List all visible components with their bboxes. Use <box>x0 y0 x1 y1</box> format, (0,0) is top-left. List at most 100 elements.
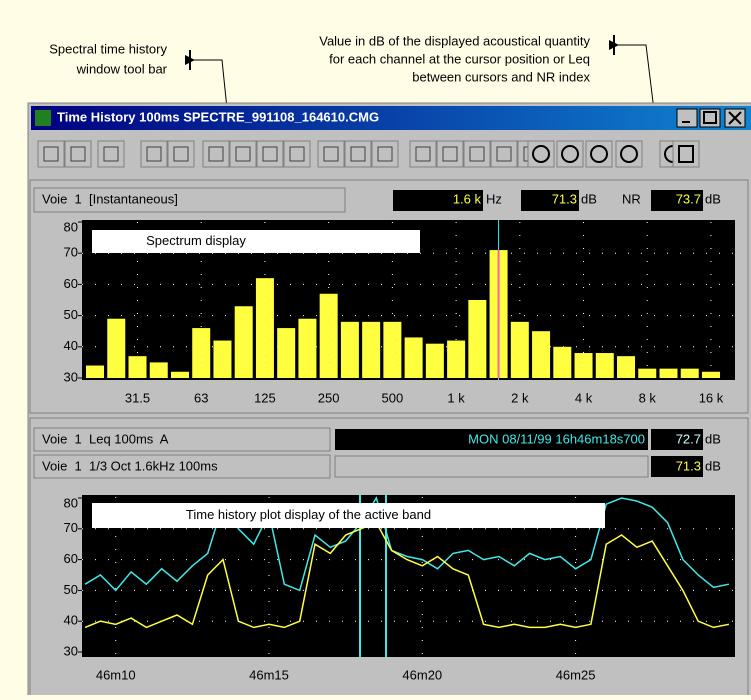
toolbar-button[interactable] <box>409 140 437 168</box>
x-tick-label: 125 <box>254 390 276 405</box>
toolbar-button[interactable] <box>672 140 700 168</box>
toolbar-button[interactable] <box>229 140 257 168</box>
icon <box>678 145 694 163</box>
x-tick-label: 46m25 <box>556 667 596 682</box>
button-face <box>490 140 518 168</box>
toolbar-button[interactable] <box>344 140 372 168</box>
toolbar-button[interactable] <box>202 140 230 168</box>
button-face <box>585 140 613 168</box>
bar <box>107 318 126 378</box>
button-face <box>344 140 372 168</box>
icon <box>146 146 162 162</box>
toolbar-button[interactable] <box>167 140 195 168</box>
icon <box>70 146 86 162</box>
toolbar-button[interactable] <box>64 140 92 168</box>
label-box <box>33 454 331 479</box>
label-box <box>33 427 331 452</box>
icon <box>728 111 742 125</box>
icon <box>173 146 189 162</box>
button-face <box>283 140 311 168</box>
plot-note <box>92 503 605 528</box>
bar <box>192 328 211 378</box>
series-line <box>84 496 730 592</box>
x-tick-label: 16 k <box>699 390 724 405</box>
unit: dB <box>581 191 597 206</box>
unit: dB <box>705 458 721 473</box>
button-face <box>97 140 125 168</box>
bar <box>213 340 232 378</box>
readout-value: 73.7 <box>676 191 701 206</box>
readout <box>651 429 703 450</box>
button-face <box>140 140 168 168</box>
toolbar-button[interactable] <box>527 140 555 168</box>
bar <box>319 293 338 378</box>
toolbar-button[interactable] <box>556 140 584 168</box>
toolbar-button[interactable] <box>371 140 399 168</box>
bar <box>149 362 168 378</box>
button-face <box>556 140 584 168</box>
button-face <box>672 140 700 168</box>
icon <box>620 145 638 163</box>
button-face <box>317 140 345 168</box>
toolbar-button[interactable] <box>436 140 464 168</box>
y-tick-label: 60 <box>64 551 78 566</box>
bar <box>617 356 636 378</box>
y-tick-label: 80 <box>64 219 78 234</box>
annotation: Spectral time history <box>49 41 167 56</box>
y-tick-label: 40 <box>64 338 78 353</box>
plot-lines <box>84 496 730 629</box>
toolbar-button[interactable] <box>256 140 284 168</box>
toolbar-button[interactable] <box>140 140 168 168</box>
button-face <box>615 140 643 168</box>
toolbar-button[interactable] <box>463 140 491 168</box>
toolbar-button[interactable] <box>97 140 125 168</box>
x-tick-label: 46m10 <box>96 667 136 682</box>
button-face <box>527 140 555 168</box>
x-tick-label: 2 k <box>511 390 529 405</box>
toolbar-button[interactable] <box>490 140 518 168</box>
icon <box>323 146 339 162</box>
x-tick-label: 4 k <box>575 390 593 405</box>
window-buttons <box>676 108 746 128</box>
toolbar-button[interactable] <box>317 140 345 168</box>
y-tick-label: 70 <box>64 520 78 535</box>
bar <box>277 328 296 378</box>
y-tick-label: 40 <box>64 613 78 628</box>
bar <box>701 371 720 378</box>
series-label: Voie 1 1/3 Oct 1.6kHz 100ms <box>42 458 218 473</box>
bar <box>595 353 614 378</box>
bar <box>425 343 444 378</box>
icon <box>442 146 458 162</box>
minimize-button[interactable] <box>676 108 698 128</box>
icon <box>469 146 485 162</box>
toolbar-button[interactable] <box>37 140 65 168</box>
x-tick-label: 250 <box>318 390 340 405</box>
x-tick-label: 46m20 <box>402 667 442 682</box>
icon <box>103 146 119 162</box>
button-face <box>409 140 437 168</box>
bar <box>128 356 147 378</box>
button-face <box>167 140 195 168</box>
x-tick-label: 1 k <box>447 390 465 405</box>
x-tick-label: 31.5 <box>125 390 150 405</box>
button-face <box>436 140 464 168</box>
y-tick-label: 50 <box>64 582 78 597</box>
readout-value: 72.7 <box>676 431 701 446</box>
nr-label: NR <box>622 191 641 206</box>
y-tick-label: 30 <box>64 643 78 658</box>
toolbar-button[interactable] <box>283 140 311 168</box>
toolbar-button[interactable] <box>585 140 613 168</box>
app-icon <box>35 110 51 126</box>
readout <box>335 429 648 450</box>
y-tick-label: 80 <box>64 495 78 510</box>
button-face <box>64 140 92 168</box>
y-tick-label: 60 <box>64 276 78 291</box>
button-face <box>229 140 257 168</box>
y-tick-label: 70 <box>64 245 78 260</box>
bar <box>468 300 487 378</box>
x-tick-label: 63 <box>194 390 208 405</box>
toolbar-button[interactable] <box>615 140 643 168</box>
label-box <box>33 187 346 213</box>
bar <box>404 337 423 378</box>
